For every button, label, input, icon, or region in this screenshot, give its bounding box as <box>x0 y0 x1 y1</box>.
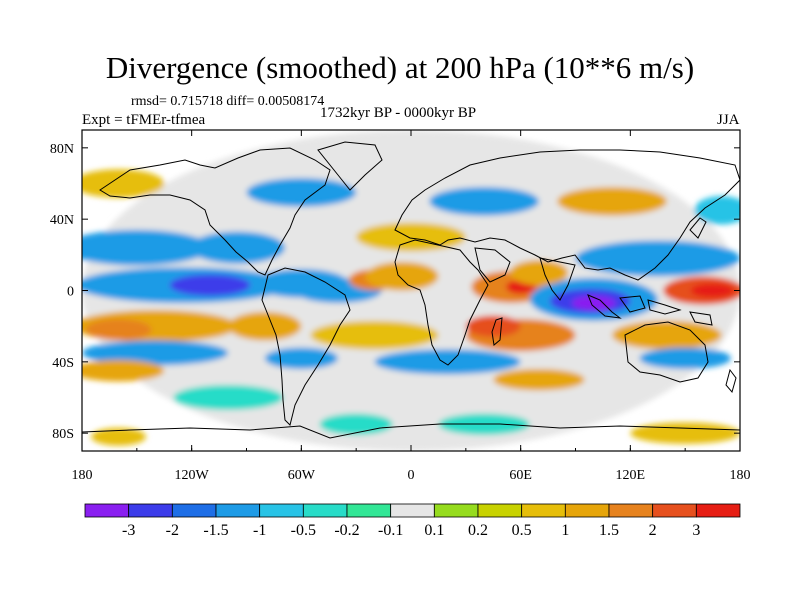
period-label: 1732kyr BP - 0000kyr BP <box>320 105 477 121</box>
x-tick-label-2: 60W <box>288 468 316 483</box>
coastline-new-zealand <box>725 368 737 394</box>
divergence-field <box>82 130 740 451</box>
field-region-39 <box>246 178 357 207</box>
season-label: JJA <box>717 112 740 128</box>
field-region-33 <box>173 385 284 410</box>
experiment-label: Expt = tFMEr-tfmea <box>82 112 206 128</box>
colorbar-label-8: 0.2 <box>468 522 488 539</box>
field-region-29 <box>374 349 521 375</box>
colorbar-label-6: -0.1 <box>378 522 403 539</box>
field-region-23 <box>310 320 439 350</box>
coastline-arabia <box>474 247 511 283</box>
field-region-34 <box>319 413 393 435</box>
field-region-6 <box>169 274 251 296</box>
coastline-indonesia <box>587 294 713 326</box>
coastline-north-america <box>99 147 331 276</box>
coastline-eurasia <box>394 149 740 281</box>
chart-title: Divergence (smoothed) at 200 hPa (10**6 … <box>105 50 695 85</box>
field-region-28 <box>264 347 338 369</box>
field-region-27 <box>82 340 229 366</box>
coastline-africa <box>394 239 489 366</box>
colorbar-swatch-14 <box>695 503 741 518</box>
colorbar-label-13: 3 <box>692 522 700 539</box>
coastline-antarctica <box>82 423 740 439</box>
colorbar-swatch-8 <box>433 503 479 518</box>
field-region-30 <box>639 347 731 369</box>
field-region-17 <box>575 240 740 277</box>
colorbar-swatch-2 <box>171 503 217 518</box>
field-region-38 <box>82 169 165 198</box>
field-region-31 <box>82 360 165 382</box>
y-axis: 80N 40N 0 40S 80S <box>50 142 740 442</box>
rmsd-diff-stats: rmsd= 0.715718 diff= 0.00508174 <box>131 94 325 109</box>
field-region-41 <box>557 187 667 216</box>
field-region-40 <box>429 187 539 216</box>
x-tick-label-4: 60E <box>509 468 532 483</box>
field-region-22 <box>228 311 302 341</box>
coastline-madagascar <box>491 317 503 346</box>
colorbar-swatch-1 <box>128 503 173 518</box>
field-region-42 <box>356 222 466 252</box>
colorbar-label-2: -1.5 <box>203 522 228 539</box>
colorbar-swatch-3 <box>215 503 261 518</box>
x-tick-label-3: 0 <box>408 468 415 483</box>
field-region-10 <box>365 261 439 291</box>
colorbar-swatch-12 <box>608 503 654 518</box>
field-region-19 <box>690 283 735 298</box>
colorbar-swatch-0 <box>84 503 130 518</box>
colorbar-swatch-6 <box>346 503 392 518</box>
colorbar-swatch-7 <box>390 503 435 518</box>
field-region-32 <box>493 368 585 391</box>
colorbar-label-4: -0.5 <box>291 522 316 539</box>
y-tick-label-0: 80N <box>50 142 74 157</box>
x-axis: 180 120W 60W 0 60E 120E 180 <box>72 130 751 483</box>
colorbar-swatch-10 <box>521 503 566 518</box>
colorbar-label-1: -2 <box>166 522 179 539</box>
field-region-16 <box>509 260 569 286</box>
colorbar-swatch-5 <box>302 503 348 518</box>
field-region-37 <box>91 427 146 446</box>
colorbar-swatch-9 <box>477 503 523 518</box>
colorbar-swatch-11 <box>564 503 610 518</box>
coastline-japan <box>689 217 707 239</box>
x-tick-label-5: 120E <box>616 468 646 483</box>
colorbar-swatch-4 <box>259 503 304 518</box>
x-tick-label-0: 180 <box>72 468 93 483</box>
field-region-43 <box>694 195 740 225</box>
field-region-36 <box>630 422 740 444</box>
field-region-15 <box>571 295 616 311</box>
y-tick-label-4: 80S <box>52 427 74 442</box>
colorbar-label-5: -0.2 <box>334 522 359 539</box>
field-region-21 <box>85 319 152 341</box>
colorbar-swatch-13 <box>652 503 697 518</box>
coastlines <box>82 141 740 439</box>
colorbar-label-3: -1 <box>253 522 266 539</box>
colorbar-label-9: 0.5 <box>512 522 532 539</box>
coastline-australia <box>624 321 709 383</box>
coastline-india <box>539 257 576 301</box>
colorbar-label-10: 1 <box>561 522 569 539</box>
x-tick-label-6: 180 <box>730 468 751 483</box>
field-region-2 <box>189 231 285 264</box>
y-tick-label-1: 40N <box>50 213 74 228</box>
coastline-south-america <box>261 267 351 426</box>
colorbar-label-7: 0.1 <box>424 522 444 539</box>
y-tick-label-2: 0 <box>67 285 74 300</box>
colorbar-label-0: -3 <box>122 522 135 539</box>
field-region-25 <box>465 315 521 337</box>
colorbar-label-11: 1.5 <box>599 522 619 539</box>
y-tick-label-3: 40S <box>52 356 74 371</box>
coastline-greenland <box>317 141 383 191</box>
x-tick-label-1: 120W <box>175 468 210 483</box>
field-region-1 <box>82 229 210 266</box>
colorbar-label-12: 2 <box>649 522 657 539</box>
colorbar: -3 -2 -1.5 -1 -0.5 -0.2 -0.1 0.1 0.2 0.5 1 1.5 2 3 <box>84 503 741 539</box>
